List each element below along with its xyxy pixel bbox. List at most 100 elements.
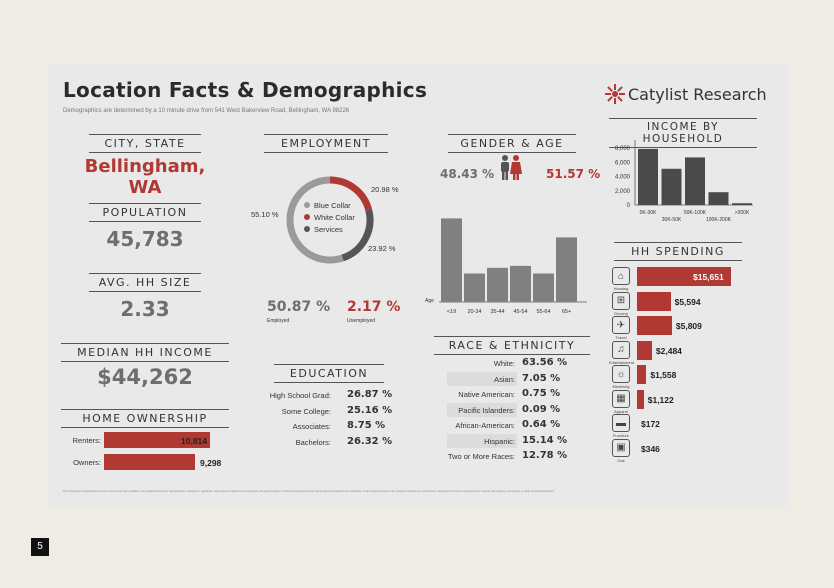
demographics-card: Location Facts & Demographics Demographi…: [49, 64, 789, 506]
blue-collar-pct: 55.10 %: [251, 210, 279, 219]
spending-bar: [637, 389, 644, 409]
female-pct: 51.57 %: [546, 167, 601, 181]
owners-label: Owners:: [73, 458, 101, 467]
city-heading: CITY, STATE: [89, 134, 201, 153]
legend-blue-collar: Blue Collar: [304, 200, 355, 212]
age-tick-label: 65+: [562, 309, 571, 315]
spending-bar: [637, 340, 652, 360]
brand-name: Catylist Research: [628, 84, 767, 104]
age-axis-label: Age: [425, 298, 434, 304]
income-y-tick: 4,000: [615, 175, 631, 181]
age-tick-label: 35-44: [490, 309, 504, 315]
cart-icon: ⊞: [612, 291, 630, 310]
house-icon: ⌂: [612, 267, 630, 285]
employed-value: 50.87 %: [267, 299, 331, 315]
renters-label: Renters:: [72, 436, 101, 445]
age-bar: [533, 273, 554, 302]
race-value: 7.05 %: [522, 372, 561, 384]
services-pct: 23.92 %: [368, 244, 396, 253]
income-bar: [708, 192, 729, 205]
spending-icon-label: Travel: [615, 335, 627, 340]
income-heading: MEDIAN HH INCOME: [61, 343, 229, 362]
race-label: Native American:: [458, 390, 515, 399]
page-title: Location Facts & Demographics: [63, 78, 428, 102]
spending-icon-label: Electricity: [612, 384, 630, 389]
plane-icon: ✈: [612, 316, 630, 334]
spending-icon-label: Apparel: [614, 408, 628, 414]
education-label: Bachelors:: [295, 437, 331, 447]
gender-icons: [501, 155, 522, 180]
age-bar: [556, 237, 577, 302]
race-heading: RACE & ETHNICITY: [434, 336, 590, 355]
spending-bar: [637, 365, 647, 384]
ticket-icon: ♫: [612, 340, 630, 359]
income-y-tick: 6,000: [615, 160, 631, 166]
legend-services: Services: [304, 224, 355, 236]
race-row-shade: [447, 371, 517, 386]
hh-income-heading: INCOME BY HOUSEHOLD: [609, 118, 757, 148]
spending-value: $346: [641, 443, 660, 454]
stove-icon: ▣: [612, 438, 630, 457]
race-label: Two or More Races:: [447, 452, 515, 461]
page-subtitle: Demographics are determined by a 10 minu…: [63, 108, 350, 114]
catylist-logo-icon: [605, 84, 625, 104]
brand-logo: Catylist Research: [605, 84, 767, 104]
age-chart: <19 20-34 35-44 45-54 55-64 65+: [439, 218, 587, 315]
male-icon: [501, 155, 509, 180]
female-icon: [510, 155, 522, 180]
employment-legend: Blue Collar White Collar Services: [304, 200, 355, 236]
race-row-shade: [447, 402, 517, 417]
income-y-tick: 8,000: [615, 146, 631, 152]
income-value: $44,262: [97, 365, 193, 389]
spending-value: $15,651: [693, 272, 724, 282]
employed-label: Employed: [267, 318, 290, 324]
race-label: Asian:: [494, 374, 515, 384]
spending-bar: [637, 267, 731, 286]
home-heading: HOME OWNERSHIP: [61, 409, 229, 428]
income-x-label: 0K-30K: [640, 210, 657, 216]
employment-heading: EMPLOYMENT: [264, 134, 388, 153]
race-label: African-American:: [455, 421, 515, 430]
race-label: White:: [493, 359, 515, 368]
owners-value: 9,298: [200, 458, 222, 468]
blue-collar-arc: [286, 176, 344, 264]
education-value: 26.32 %: [347, 435, 393, 447]
race-value: 0.09 %: [522, 403, 561, 415]
education-label: Some College:: [281, 406, 331, 416]
age-bar: [487, 267, 508, 302]
education-label: High School Grad:: [269, 391, 331, 400]
income-bar: [638, 148, 658, 205]
page-number: 5: [31, 538, 49, 556]
income-bar: [661, 168, 682, 205]
race-value: 0.75 %: [522, 388, 561, 399]
race-value: 12.78 %: [522, 450, 568, 461]
hh-spending-heading: HH SPENDING: [614, 242, 742, 261]
spending-icon-label: Housing: [613, 286, 629, 291]
shirt-icon: ▦: [612, 389, 630, 408]
hh-size-heading: AVG. HH SIZE: [89, 273, 201, 292]
education-value: 8.75 %: [347, 420, 386, 431]
education-value: 26.87 %: [347, 389, 393, 400]
hh-income-chart: 02,0004,0006,0008,00010,0000K-30K30K-50K…: [615, 140, 753, 223]
race-label: Pacific Islanders:: [458, 405, 515, 415]
race-value: 15.14 %: [522, 434, 568, 446]
race-value: 63.56 %: [522, 357, 568, 368]
owners-bar: [104, 454, 195, 470]
bulb-icon: ☼: [612, 365, 630, 383]
male-pct: 48.43 %: [440, 167, 495, 181]
population-heading: POPULATION: [89, 203, 201, 222]
race-label: Hispanic:: [484, 436, 515, 446]
age-bar: [441, 218, 462, 302]
income-y-tick: 2,000: [615, 189, 631, 195]
renters-bar: [104, 432, 210, 448]
spending-bar: [637, 316, 672, 335]
spending-value: $1,558: [650, 370, 677, 380]
income-x-label: 30K-50K: [662, 217, 682, 223]
spending-icon-label: Grocery: [613, 310, 629, 316]
income-y-tick: 0: [627, 203, 631, 209]
spending-value: $1,122: [647, 394, 674, 405]
white-collar-pct: 20.98 %: [371, 185, 399, 194]
hh-size-value: 2.33: [120, 297, 170, 321]
services-arc: [341, 209, 374, 262]
age-tick-label: <19: [447, 309, 456, 315]
